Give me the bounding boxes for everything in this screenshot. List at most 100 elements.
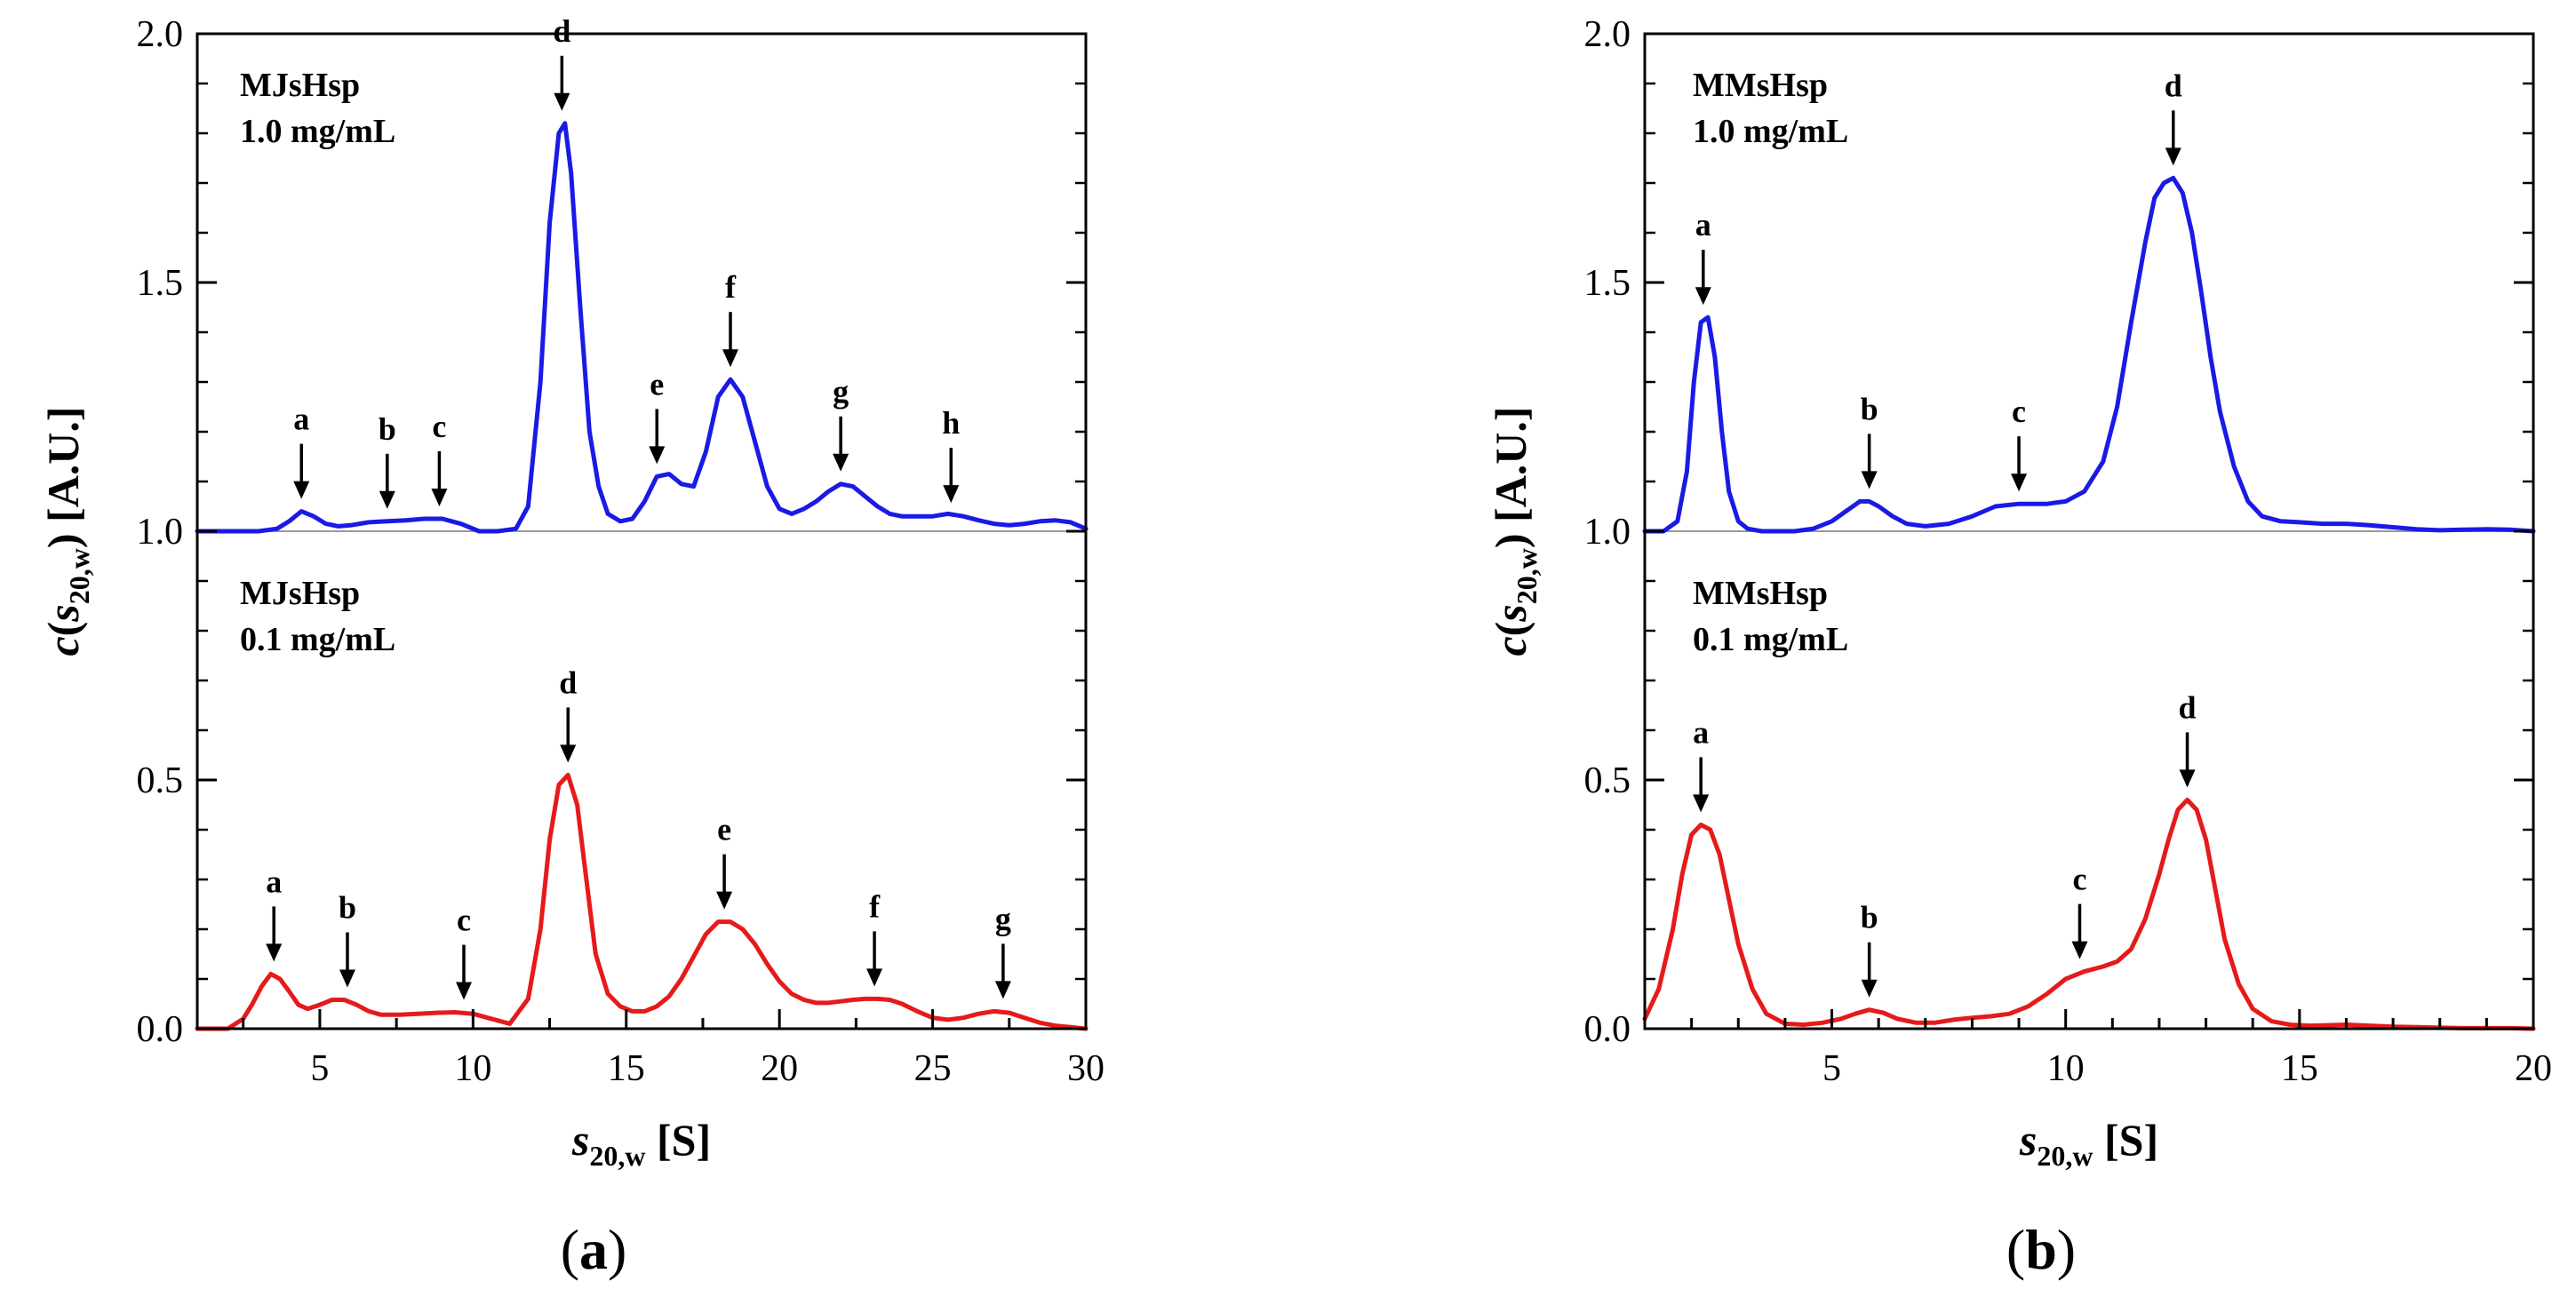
y-tick-label: 0.5 [137,760,184,801]
peak-arrow-head [649,446,666,465]
panel-b-lower-peak-a: a [1693,714,1710,813]
y-tick-label: 1.0 [137,512,184,553]
panel-b-upper-name: MMsHsp [1693,67,1828,104]
panel-b: a b c d a b c d 5 10 15 20 0.0 0.5 1.0 1.5 2.0 MMsHsp 1… [1486,14,2552,1281]
panel-a-caption: (a) [561,1218,627,1281]
panel-a-upper-peak-c: c [431,409,448,506]
panel-b-lower-peak-d: d [2179,689,2197,788]
peak-label: d [2165,68,2182,103]
peak-label: e [650,366,664,402]
panel-a-lower-peak-e: e [716,812,733,910]
panel-a-lower-peak-g: g [994,901,1011,999]
y-tick-label: 1.0 [1584,512,1631,553]
x-tick-label: 25 [914,1048,952,1089]
panel-b-y-axis-label: c(s20,w) [A.U.] [1486,406,1543,656]
panel-a-ticks: 5 10 15 20 25 30 0.0 0.5 1.0 1.5 2.0 [137,14,1105,1089]
panel-b-upper-conc: 1.0 mg/mL [1693,113,1848,150]
peak-arrow-head [456,982,472,1000]
peak-arrow-head [2179,769,2196,788]
panel-a-upper-peak-h: h [942,405,960,504]
peak-arrow-head [2165,147,2181,166]
peak-label: c [2072,862,2086,897]
peak-label: b [379,411,396,447]
panel-a-upper-peak-b: b [379,411,396,509]
peak-label: a [1695,207,1711,243]
peak-label: b [339,890,356,926]
peak-label: b [1861,391,1878,426]
peak-label: h [942,405,960,441]
panel-b-lower-peak-c: c [2071,862,2088,959]
panel-a-lower-trace [195,772,1089,1031]
panel-b-caption: (b) [2006,1218,2076,1281]
peak-label: g [833,374,849,410]
peak-label: f [725,269,737,305]
peak-arrow-head [994,981,1011,999]
x-tick-label: 5 [1822,1048,1841,1089]
peak-arrow-head [293,481,310,499]
peak-label: d [553,13,570,49]
panel-a-upper-name: MJsHsp [240,67,360,104]
panel-a-lower-peak-a: a [266,863,283,962]
panel-a-upper-peak-a: a [293,402,310,499]
panel-a-upper-trace [195,121,1089,534]
panel-b-upper-peak-c: c [2011,394,2028,492]
panel-b-upper-peak-a: a [1695,207,1711,306]
panel-a-upper-conc: 1.0 mg/mL [240,113,395,150]
peak-arrow-head [339,969,355,988]
panel-a-upper-peak-g: g [833,374,849,472]
peak-arrow-head [379,490,395,509]
x-tick-label: 5 [310,1048,329,1089]
panel-a-lower-peak-f: f [866,888,883,987]
peak-arrow-head [560,744,577,763]
peak-arrow-head [833,453,849,472]
panel-b-plot-area: a b c d a b c d [1642,68,2536,1031]
peak-arrow-head [2071,941,2088,959]
peak-arrow-head [554,92,570,111]
peak-label: c [432,409,446,444]
peak-arrow-head [431,489,448,506]
peak-label: d [2179,689,2197,725]
peak-label: f [869,888,881,924]
panel-a-x-axis-label: s20,w [S] [571,1115,711,1172]
panel-a-plot-area: a b c d e f g h a b c d e f g [195,13,1089,1031]
panel-b-x-axis-label: s20,w [S] [2019,1115,2158,1172]
panel-a-lower-name: MJsHsp [240,575,360,612]
panel-b-lower-peak-b: b [1861,900,1878,998]
panel-a-upper-peak-d: d [553,13,570,111]
peak-label: g [995,901,1011,936]
panel-b-lower-trace [1642,797,2536,1031]
peak-label: b [1861,900,1878,935]
peak-label: c [2012,394,2026,429]
x-tick-label: 30 [1067,1048,1105,1089]
peak-arrow-head [943,485,960,504]
y-tick-label: 0.5 [1584,760,1631,801]
panel-a-lower-peak-c: c [456,903,472,1000]
peak-label: a [1693,714,1709,750]
panel-a-upper-peak-e: e [649,366,666,465]
panel-b-lower-conc: 0.1 mg/mL [1693,621,1848,658]
y-tick-label: 2.0 [1584,14,1631,55]
y-tick-label: 0.0 [1584,1009,1631,1050]
y-tick-label: 1.5 [1584,263,1631,304]
panel-a-lower-conc: 0.1 mg/mL [240,621,395,658]
panel-b-upper-peak-d: d [2165,68,2182,166]
peak-label: a [266,863,282,899]
peak-arrow-head [722,349,738,368]
panel-b-lower-name: MMsHsp [1693,575,1828,612]
panel-b-ticks: 5 10 15 20 0.0 0.5 1.0 1.5 2.0 [1584,14,2553,1089]
peak-label: d [559,664,577,700]
panel-a-lower-peak-d: d [559,664,577,763]
x-tick-label: 15 [608,1048,645,1089]
x-tick-label: 10 [454,1048,491,1089]
y-tick-label: 0.0 [137,1009,184,1050]
peak-label: a [293,402,309,437]
peak-arrow-head [1861,979,1878,998]
panel-b-upper-peak-b: b [1861,391,1878,489]
x-tick-label: 20 [2515,1048,2552,1089]
panel-a-y-axis-label: c(s20,w) [A.U.] [38,406,95,656]
x-tick-label: 20 [761,1048,798,1089]
peak-label: e [717,812,731,847]
peak-arrow-head [866,968,883,987]
panel-a-upper-peak-f: f [722,269,738,368]
